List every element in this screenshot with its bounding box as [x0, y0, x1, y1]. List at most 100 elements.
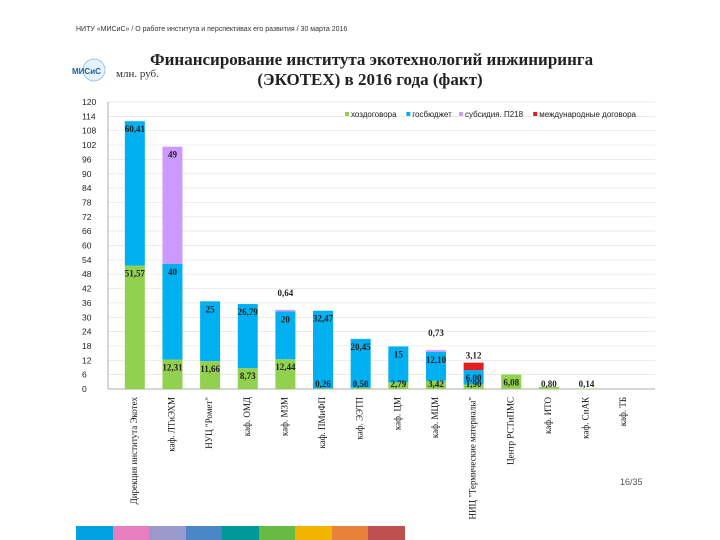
strip-segment	[185, 526, 222, 540]
data-label: 60,41	[125, 124, 146, 134]
data-label: 20,45	[351, 342, 372, 352]
title-line-2: (ЭКОТЕХ) в 2016 года (факт)	[257, 70, 483, 89]
category-label: каф. ЦМ	[392, 397, 402, 430]
strip-segment	[368, 526, 405, 540]
bar-segment	[388, 346, 409, 383]
bar-segment	[576, 388, 597, 390]
legend-label: госбюджет	[412, 110, 452, 119]
slide-title: Финансирование института экотехнологий и…	[150, 50, 594, 90]
y-tick-label: 48	[82, 269, 92, 279]
data-label: 3,12	[466, 351, 482, 361]
data-label: 49	[168, 150, 178, 160]
category-label: Центр РСТиПМС	[505, 397, 515, 465]
data-label: 3,42	[428, 379, 444, 389]
bar-segment	[463, 362, 484, 371]
bar-segment	[200, 301, 221, 362]
y-tick-label: 102	[82, 140, 96, 150]
legend-swatch	[459, 112, 463, 116]
legend-label: субсидия. П218	[465, 110, 524, 119]
bar-segment	[162, 146, 183, 264]
strip-segment	[112, 526, 149, 540]
data-label: 0,80	[541, 379, 557, 389]
bar-segment	[463, 370, 484, 385]
bar-segment	[275, 309, 296, 312]
bar-segment	[313, 310, 334, 389]
bar-segment	[313, 388, 334, 389]
bar-segment	[124, 265, 145, 389]
y-tick-label: 18	[82, 341, 92, 351]
logo-text: МИСиС	[72, 67, 101, 76]
data-label: 20	[281, 314, 291, 324]
legend-swatch	[345, 112, 349, 116]
y-tick-label: 66	[82, 226, 92, 236]
y-tick-label: 6	[82, 370, 87, 380]
y-tick-label: 114	[82, 111, 96, 121]
y-tick-label: 72	[82, 212, 92, 222]
presentation-header: НИТУ «МИСиС» / О работе института и перс…	[76, 26, 348, 33]
strip-segment	[295, 526, 332, 540]
strip-segment	[331, 526, 368, 540]
strip-segment	[76, 526, 113, 540]
bar-segment	[538, 387, 559, 389]
strip-segment	[149, 526, 186, 540]
data-label: 15	[394, 349, 404, 359]
category-label: каф. МЗМ	[279, 397, 289, 436]
title-line-1: Финансирование института экотехнологий и…	[150, 50, 594, 69]
y-tick-label: 84	[82, 183, 92, 193]
bar-segment	[425, 350, 446, 352]
category-label: каф. МЦМ	[430, 397, 440, 438]
strip-segment	[222, 526, 259, 540]
category-label: каф. СиАК	[581, 396, 591, 439]
category-label: НУЦ "Ромет"	[204, 397, 214, 449]
data-label: 0,73	[428, 328, 444, 338]
data-label: 0,14	[579, 379, 595, 389]
bar-segment	[425, 380, 446, 389]
category-label: Дирекция института Экотех	[129, 397, 139, 505]
data-label: 40	[168, 267, 178, 277]
y-tick-label: 36	[82, 298, 92, 308]
data-label: 25	[206, 304, 216, 314]
data-label: 1,90	[466, 379, 482, 389]
y-tick-label: 90	[82, 169, 92, 179]
y-tick-label: 24	[82, 327, 92, 337]
legend-swatch	[406, 112, 411, 116]
bar-segment	[350, 387, 371, 389]
bar-segment	[501, 374, 522, 389]
bar-segment	[200, 361, 221, 389]
bar-segment	[275, 311, 296, 360]
category-label: каф. ТБ	[618, 397, 628, 426]
y-tick-label: 120	[82, 97, 96, 107]
y-tick-label: 42	[82, 284, 92, 294]
y-tick-label: 12	[82, 355, 92, 365]
y-tick-label: 108	[82, 126, 96, 136]
data-label: 26,79	[238, 307, 259, 317]
bar-segment	[124, 121, 145, 266]
y-tick-label: 30	[82, 312, 92, 322]
legend-label: хоздоговора	[351, 110, 397, 119]
data-label: 11,66	[200, 364, 220, 374]
data-label: 6,08	[503, 377, 519, 387]
category-label: каф. ЛТиЭХМ	[166, 397, 176, 452]
units-label: млн. руб.	[116, 68, 159, 80]
category-label: каф. ЭЭТП	[355, 397, 365, 440]
data-label: 32,47	[313, 314, 334, 324]
category-label: НИЦ "Термические материалы"	[468, 397, 478, 520]
misis-logo: МИСиС	[72, 58, 106, 82]
y-tick-label: 54	[82, 255, 92, 265]
data-label: 0,64	[278, 288, 294, 298]
y-tick-label: 96	[82, 154, 92, 164]
bar-segment	[350, 338, 371, 388]
category-label: каф. ОМД	[242, 397, 252, 436]
page-number: 16/35	[620, 477, 643, 487]
data-label: 12,44	[275, 362, 296, 372]
data-label: 0,26	[315, 379, 331, 389]
bar-segment	[463, 384, 484, 389]
bar-segment	[237, 304, 258, 369]
category-label: каф. ИТО	[543, 397, 553, 434]
bar-segment	[162, 359, 183, 389]
bar-segment	[425, 351, 446, 381]
data-label: 8,73	[240, 371, 256, 381]
legend-label: международные договора	[539, 110, 636, 119]
data-label: 0,50	[353, 379, 369, 389]
